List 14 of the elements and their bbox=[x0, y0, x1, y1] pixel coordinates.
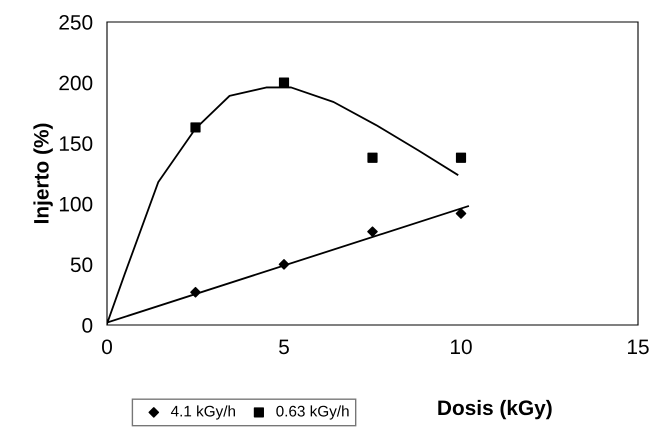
y-tick-label: 150 bbox=[60, 136, 92, 151]
y-tick-label: 200 bbox=[59, 76, 92, 90]
y-tick-label: 50 bbox=[70, 257, 92, 272]
x-tick-label: 5 bbox=[279, 340, 289, 354]
x-tick-label: 15 bbox=[628, 340, 649, 354]
x-axis-title: Dosis (kGy) bbox=[438, 400, 552, 420]
y-tick-label: 0 bbox=[82, 318, 92, 333]
legend-label: 4.1 kGy/h bbox=[170, 405, 235, 420]
x-tick-label: 0 bbox=[102, 339, 112, 354]
legend-label: 0.63 kGy/h bbox=[276, 405, 349, 420]
y-tick-label: 100 bbox=[60, 196, 92, 212]
y-tick-label: 250 bbox=[59, 15, 92, 30]
x-tick-label: 10 bbox=[451, 339, 472, 354]
y-axis-title: Injerto (%) bbox=[33, 124, 53, 224]
